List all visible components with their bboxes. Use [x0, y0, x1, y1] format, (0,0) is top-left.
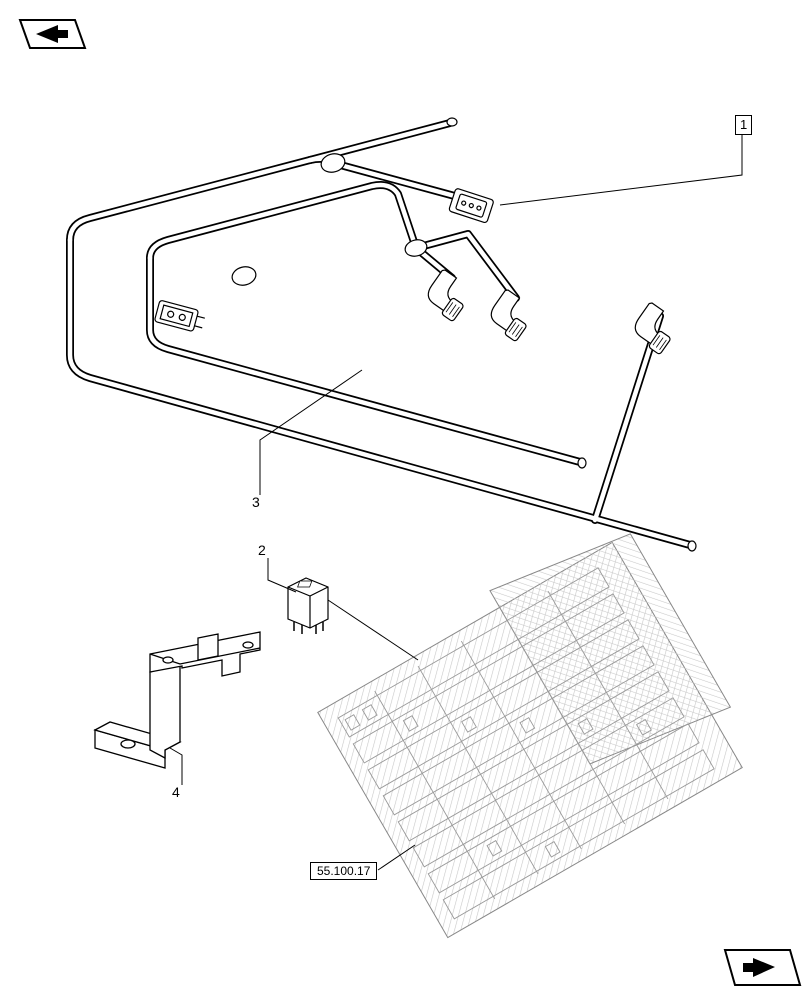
nav-forward-icon[interactable]: [725, 950, 800, 985]
ref-label: 55.100.17: [317, 864, 370, 878]
callout-3: 3: [252, 494, 260, 510]
nav-back-icon[interactable]: [20, 20, 85, 48]
ref-box: 55.100.17: [310, 862, 377, 880]
connector-2pin: [154, 300, 206, 334]
diagram-canvas: 1 3 2 4 55.100.17: [0, 0, 812, 1000]
callout-1-label: 1: [740, 117, 747, 132]
elbow-connector-3: [629, 302, 682, 355]
wire-harness: [70, 118, 696, 551]
callout-2-label: 2: [258, 542, 266, 558]
elbow-connector-1: [422, 269, 475, 322]
connector-rect: [449, 188, 494, 223]
diagram-svg: [0, 0, 812, 1000]
callout-4-label: 4: [172, 784, 180, 800]
elbow-connector-2: [485, 289, 538, 342]
bracket: [95, 632, 260, 768]
callout-1: 1: [735, 115, 752, 135]
callout-2: 2: [258, 542, 266, 558]
callout-4: 4: [172, 784, 180, 800]
callout-3-label: 3: [252, 494, 260, 510]
relay: [288, 578, 328, 634]
